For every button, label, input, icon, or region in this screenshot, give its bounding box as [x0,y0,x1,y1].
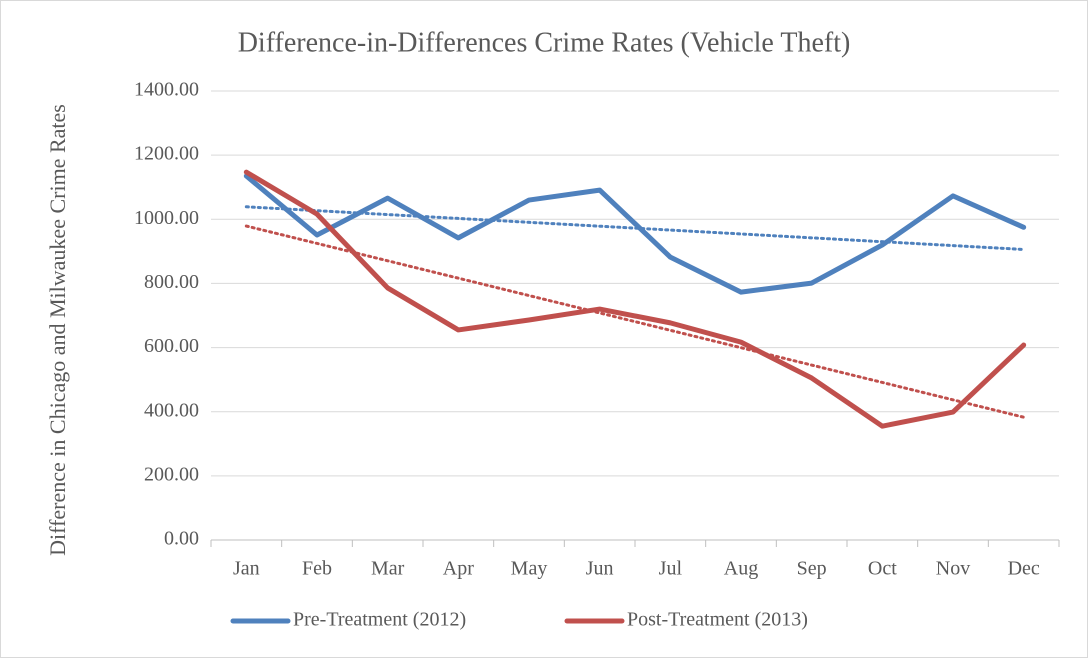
x-tick-label: Feb [302,558,332,580]
x-tick-label: Dec [1008,558,1040,580]
x-tick-label: Sep [797,558,827,580]
y-tick-label: 0.00 [164,528,199,550]
y-tick-label: 200.00 [144,463,199,485]
legend-label: Pre-Treatment (2012) [293,609,466,631]
y-axis-title: Difference in Chicago and Milwaukee Crim… [45,104,70,556]
series-line [243,173,1027,295]
y-tick-label: 1400.00 [134,79,199,101]
trendline [244,224,1026,419]
y-tick-label: 1200.00 [134,143,199,165]
x-tick-label: Apr [443,558,474,580]
chart-title: Difference-in-Differences Crime Rates (V… [238,27,851,58]
x-tick-label: Nov [936,558,970,580]
x-tick-label: Oct [868,558,897,580]
x-tick-label: Jul [659,558,683,580]
series-line [243,169,1027,429]
x-tick-label: Jun [586,558,614,580]
y-tick-label: 1000.00 [134,207,199,229]
trendline [244,205,1026,251]
y-tick-label: 600.00 [144,335,199,357]
x-tick-label: Mar [371,558,405,580]
x-tick-label: Jan [233,558,260,580]
x-tick-label: May [511,558,548,580]
x-tick-label: Aug [724,558,758,580]
y-tick-label: 400.00 [144,399,199,421]
y-tick-label: 800.00 [144,271,199,293]
legend-label: Post-Treatment (2013) [627,609,808,631]
